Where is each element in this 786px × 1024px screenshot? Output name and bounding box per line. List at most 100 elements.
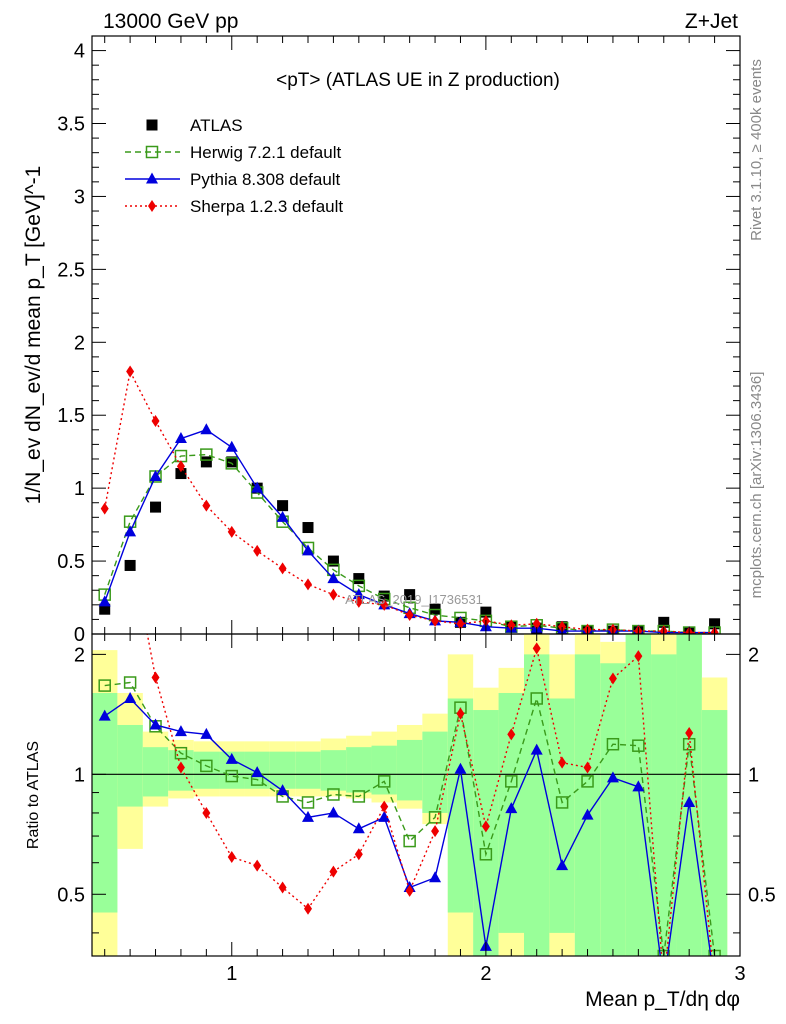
mcplots-label: mcplots.cern.ch [arXiv:1306.3436] [748,372,765,599]
main-point-5 [225,457,239,470]
ratio-point-20 [606,771,619,783]
ratio-point-17 [530,692,543,705]
ratio-point-1 [123,676,137,689]
xtick-label: 2 [480,963,491,985]
main-point-22 [658,616,670,628]
main-ytick-label: 1.5 [57,405,85,427]
header-process-label: Z+Jet [685,10,738,33]
ratio-point-6 [251,766,264,778]
ratio-point-8 [302,810,314,822]
uncertainty-bands [92,634,728,956]
main-point-3 [175,468,187,480]
ratio-ytick-label-right: 2 [748,644,759,666]
ratio-point-0 [98,709,111,721]
ratio-point-10 [354,848,363,861]
main-point-6 [253,544,262,557]
green-band-23 [676,634,702,956]
ratio-point-3 [174,725,187,737]
ratio-point-9 [329,865,338,878]
rivet-version-label: Rivet 3.1.10, ≥ 400k events [748,59,765,241]
main-point-1 [126,365,135,378]
main-point-0 [99,603,111,615]
main-point-14 [456,617,465,630]
ratio-point-7 [276,784,289,796]
main-point-5 [227,525,236,538]
ratio-ylabel: Ratio to ATLAS [25,741,42,849]
green-band-2 [142,747,169,797]
ratio-point-4 [200,759,213,773]
main-ytick-label: 1 [74,478,85,500]
main-point-6 [251,481,264,493]
green-band-21 [625,634,652,956]
main-point-10 [352,588,365,600]
main-point-9 [327,555,339,567]
green-band-19 [574,654,601,956]
main-ytick-label: 0 [74,624,85,646]
ratio-point-22 [660,977,668,989]
main-point-10 [353,573,365,585]
green-band-8 [295,751,321,789]
main-point-8 [302,544,314,556]
green-band-10 [346,747,372,793]
main-ytick-label: 4 [74,41,85,63]
xtick-label: 1 [226,963,237,985]
main-point-16 [507,619,516,632]
ratio-point-18 [556,859,569,871]
chart-title: <pT> (ATLAS UE in Z production) [276,70,560,91]
green-band-17 [524,654,550,956]
main-ytick-label: 3.5 [57,114,85,136]
main-point-10 [354,595,363,608]
main-point-1 [124,559,136,571]
main-point-7 [276,510,289,522]
main-point-17 [532,617,541,630]
ratio-point-11 [377,775,391,788]
ratio-point-9 [327,806,340,818]
legend-item-2: Pythia 8.308 default [125,170,341,189]
legend-marker [146,119,158,131]
ratio-point-3 [176,761,185,774]
main-point-4 [200,423,213,435]
ratio-point-23 [683,795,696,807]
ratio-point-22 [658,976,670,987]
ratio-point-3 [174,746,188,760]
ratio-point-23 [685,726,694,739]
ratio-point-6 [253,859,262,872]
main-point-3 [174,432,187,444]
ratio-point-19 [583,761,592,774]
green-band-7 [269,751,296,789]
ratio-point-14 [456,707,465,720]
ratio-point-18 [558,756,567,769]
green-band-15 [473,710,499,956]
main-ytick-label: 2.5 [57,259,85,281]
green-band-13 [422,731,448,813]
green-band-20 [600,663,626,956]
main-sherpa [100,365,719,634]
main-point-12 [405,609,414,622]
main-point-13 [431,614,440,627]
ratio-point-17 [530,743,543,755]
ratio-point-14 [454,762,467,774]
header-energy-label: 13000 GeV pp [103,10,238,33]
legend-label: Herwig 7.2.1 default [190,143,341,162]
ratio-point-12 [403,834,416,848]
ratio-ytick-label: 2 [74,644,85,666]
ratio-point-21 [632,739,645,752]
main-point-7 [277,500,289,512]
ratio-point-21 [634,650,643,663]
ratio-pythia [98,691,712,987]
green-band-18 [549,698,575,933]
ratio-point-4 [200,727,213,739]
green-band-0 [92,692,118,913]
ratio-ytick-label-right: 1 [748,764,759,786]
green-band-9 [320,750,347,791]
legend-label: Pythia 8.308 default [190,170,341,189]
ratio-point-19 [581,775,594,788]
ratio-point-13 [429,871,442,883]
main-panel: 0 0.5 1 1.5 2 2.5 3 3.5 4 <pT> (ATLAS UE in Z pro… [22,35,741,646]
legend-item-1: Herwig 7.2.1 default [125,143,341,162]
ratio-point-13 [431,825,440,838]
legend: ATLAS Herwig 7.2.1 default Pythia 8.308 de… [125,116,343,216]
ratio-point-11 [378,810,391,822]
legend-label: Sherpa 1.2.3 default [190,197,343,216]
ratio-point-18 [555,796,569,809]
